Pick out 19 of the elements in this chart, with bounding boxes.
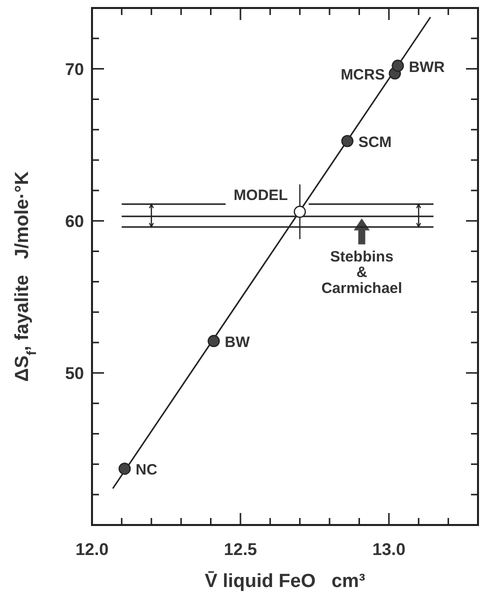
y-tick-label: 50 [65, 364, 84, 383]
y-tick-label: 70 [65, 60, 84, 79]
annotation: BWR [408, 58, 445, 76]
x-tick-label: 13.0 [372, 540, 406, 559]
x-axis-title: V̄ liquid FeO cm³ [204, 570, 366, 592]
point [341, 134, 354, 148]
annotation: BW [224, 334, 251, 352]
annotation: SCM [358, 134, 392, 152]
series-label: MODEL [234, 186, 288, 204]
annotation: MCRS [340, 66, 385, 84]
point [294, 206, 306, 218]
point [392, 60, 404, 72]
x-tick-label: 12.5 [224, 540, 258, 559]
point [118, 462, 131, 475]
annotation: NC [136, 462, 158, 479]
point [208, 334, 220, 348]
y-tick-label: 60 [65, 212, 84, 231]
x-tick-label: 12.0 [75, 540, 109, 559]
text: Stebbins & Carmichael [321, 248, 402, 297]
